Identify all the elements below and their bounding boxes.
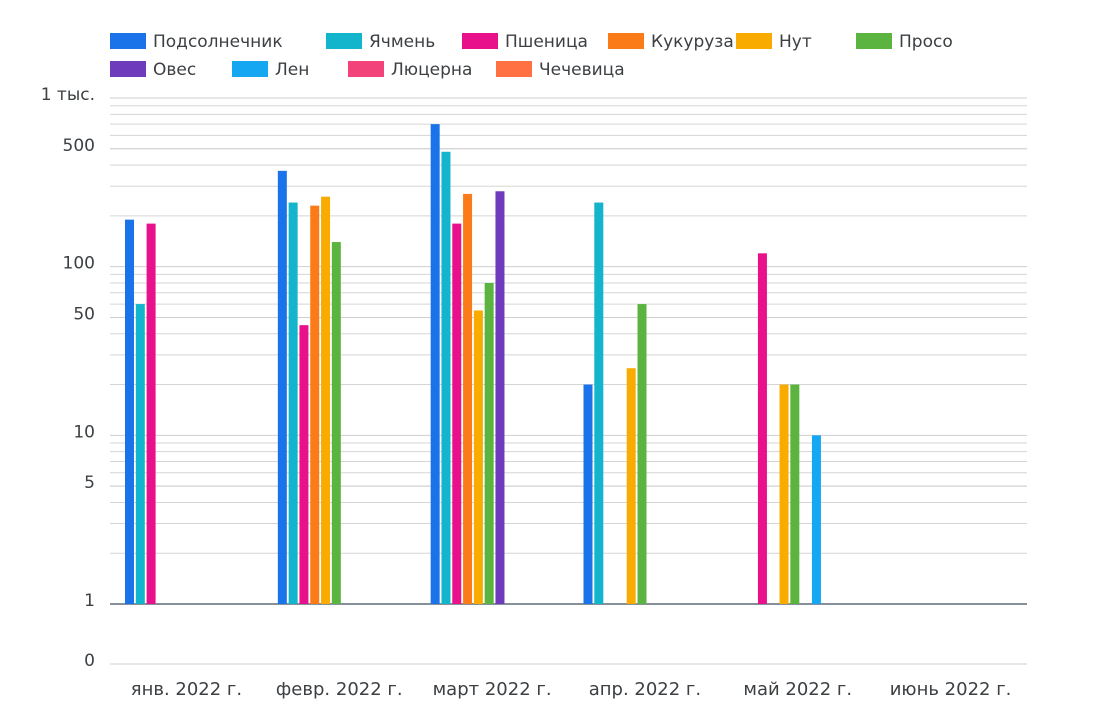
bar <box>473 310 483 604</box>
legend-swatch <box>608 33 644 49</box>
y-tick-label: 10 <box>73 422 95 442</box>
legend-swatch <box>232 61 268 77</box>
x-tick-label: март 2022 г. <box>433 679 552 700</box>
bar <box>299 325 309 604</box>
legend-label: Кукуруза <box>651 32 734 52</box>
y-tick-label: 0 <box>84 651 95 671</box>
bar <box>583 384 593 604</box>
legend-label: Лен <box>275 60 309 80</box>
y-tick-label: 100 <box>63 254 95 274</box>
legend-label: Чечевица <box>539 60 625 80</box>
y-tick-label: 1 <box>84 591 95 611</box>
bar <box>441 151 451 604</box>
bar <box>626 368 636 604</box>
bar <box>135 304 145 604</box>
legend-swatch <box>736 33 772 49</box>
bar <box>452 223 462 604</box>
legend-label: Пшеница <box>505 32 588 52</box>
legend-label: Нут <box>779 32 812 52</box>
x-tick-label: апр. 2022 г. <box>589 679 701 700</box>
y-tick-label: 1 тыс. <box>41 85 95 105</box>
legend-swatch <box>110 61 146 77</box>
legend-label: Овес <box>153 60 196 80</box>
legend-label: Ячмень <box>369 32 435 52</box>
y-tick-label: 5 <box>84 473 95 493</box>
y-tick-label: 500 <box>63 136 95 156</box>
legend-swatch <box>348 61 384 77</box>
legend-label: Просо <box>899 32 953 52</box>
legend-swatch <box>496 61 532 77</box>
x-tick-label: февр. 2022 г. <box>276 679 403 700</box>
bar <box>331 242 341 604</box>
bar <box>430 124 440 604</box>
bar <box>495 191 505 604</box>
bar <box>790 384 800 604</box>
bar <box>463 193 473 604</box>
legend-label: Люцерна <box>391 60 472 80</box>
bar <box>321 196 331 604</box>
legend-swatch <box>326 33 362 49</box>
legend-swatch <box>856 33 892 49</box>
bar <box>637 304 647 604</box>
bar <box>757 253 767 604</box>
x-tick-label: янв. 2022 г. <box>131 679 242 700</box>
x-tick-label: май 2022 г. <box>743 679 852 700</box>
legend-swatch <box>462 33 498 49</box>
bar <box>484 283 494 604</box>
bar <box>277 170 287 605</box>
x-tick-label: июнь 2022 г. <box>890 679 1012 700</box>
bar <box>594 202 604 604</box>
bar <box>146 223 156 604</box>
bar <box>310 205 320 604</box>
legend-label: Подсолнечник <box>153 32 283 52</box>
bar <box>288 202 298 604</box>
legend-swatch <box>110 33 146 49</box>
bar <box>779 384 789 604</box>
bar <box>811 435 821 604</box>
bar <box>125 219 134 605</box>
y-tick-label: 50 <box>73 304 95 324</box>
